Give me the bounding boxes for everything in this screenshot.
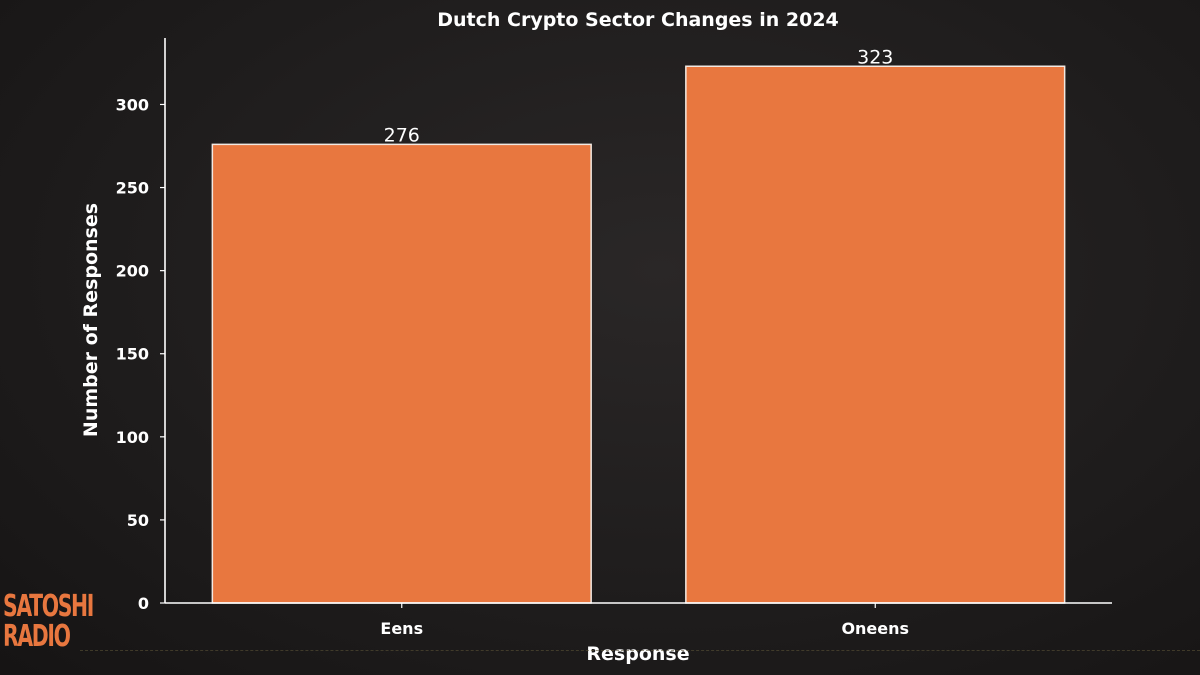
x-tick-label-oneens: Oneens (841, 619, 909, 638)
x-tick-label-eens: Eens (380, 619, 423, 638)
y-axis-label: Number of Responses (80, 203, 102, 437)
bar-oneens (685, 65, 1066, 604)
bars-layer: 276 323 (211, 46, 1066, 604)
x-axis-label: Response (586, 643, 689, 665)
x-axis: Eens Oneens (165, 602, 1112, 638)
logo-line-2: RADIO (3, 619, 71, 654)
y-tick-label: 250 (116, 179, 149, 198)
y-tick-label: 0 (138, 594, 149, 613)
y-axis: 0 50 100 150 200 250 300 (116, 38, 166, 613)
satoshi-radio-logo: SATOSHI RADIO (3, 589, 94, 654)
y-tick-label: 50 (127, 511, 149, 530)
y-tick-label: 300 (116, 95, 149, 114)
y-tick-label: 100 (116, 428, 149, 447)
chart-title: Dutch Crypto Sector Changes in 2024 (437, 9, 839, 31)
data-label-oneens: 323 (857, 46, 893, 68)
y-tick-label: 150 (116, 345, 149, 364)
footer-divider (80, 650, 1200, 651)
y-tick-label: 200 (116, 262, 149, 281)
bar-eens (211, 143, 592, 604)
logo-line-1: SATOSHI (3, 589, 94, 624)
data-label-eens: 276 (384, 124, 420, 146)
